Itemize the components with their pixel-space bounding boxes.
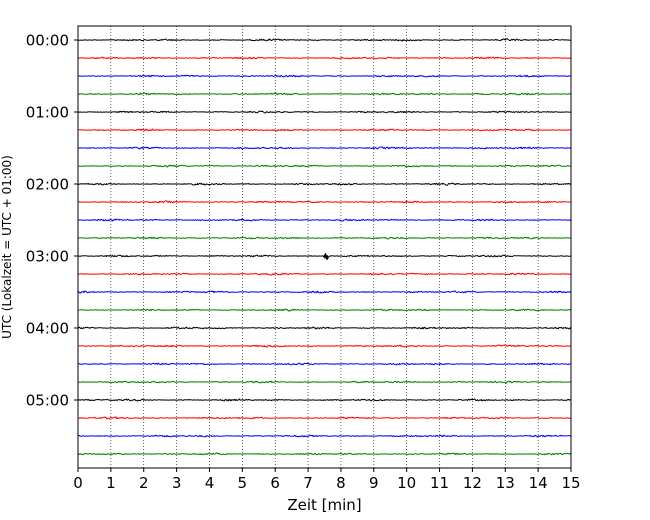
trace-line — [77, 253, 572, 261]
y-axis-label: UTC (Lokalzeit = UTC + 01:00) — [0, 155, 14, 339]
trace-line — [77, 56, 572, 60]
trace-line — [77, 452, 572, 456]
x-tick-label: 12 — [463, 474, 482, 492]
x-tick-label: 4 — [205, 474, 215, 492]
trace-line — [77, 308, 572, 312]
trace-line — [78, 218, 572, 222]
x-tick-label: 1 — [106, 474, 116, 492]
x-tick-label: 15 — [561, 474, 580, 492]
trace-line — [77, 128, 571, 132]
x-axis-ticks: 0 1 2 3 4 5 6 7 8 9 10 11 12 13 14 15 — [73, 468, 581, 492]
x-tick-label: 13 — [496, 474, 515, 492]
trace-line — [77, 164, 572, 168]
y-axis-ticks: 00:00 01:00 02:00 03:00 04:00 05:00 — [26, 32, 78, 410]
trace-line — [77, 290, 572, 294]
trace-line — [77, 236, 572, 240]
trace-line — [77, 344, 572, 348]
grid-lines — [110, 26, 539, 468]
trace-line — [78, 74, 572, 78]
x-tick-label: 8 — [336, 474, 346, 492]
trace-line — [77, 362, 572, 366]
trace-lines — [77, 38, 572, 456]
x-tick-label: 2 — [139, 474, 149, 492]
trace-line — [77, 110, 572, 114]
x-tick-label: 7 — [303, 474, 313, 492]
trace-line — [78, 200, 572, 204]
trace-line — [77, 38, 572, 42]
y-tick-label: 01:00 — [26, 104, 69, 122]
plot-frame — [77, 25, 572, 469]
x-tick-label: 0 — [73, 474, 83, 492]
x-tick-label: 6 — [270, 474, 280, 492]
y-tick-label: 03:00 — [26, 248, 69, 266]
x-axis-label: Zeit [min] — [287, 496, 361, 514]
trace-line — [77, 434, 572, 438]
x-tick-label: 11 — [430, 474, 449, 492]
x-tick-label: 10 — [397, 474, 416, 492]
trace-line — [77, 146, 571, 150]
trace-line — [78, 326, 572, 330]
y-tick-label: 05:00 — [26, 392, 69, 410]
x-tick-label: 14 — [529, 474, 548, 492]
trace-line — [77, 380, 572, 384]
x-tick-label: 3 — [172, 474, 182, 492]
trace-line — [77, 92, 572, 96]
trace-line — [78, 272, 572, 276]
x-tick-label: 9 — [369, 474, 379, 492]
y-tick-label: 02:00 — [26, 176, 69, 194]
y-tick-label: 00:00 — [26, 32, 69, 50]
x-tick-label: 5 — [238, 474, 248, 492]
trace-line — [77, 398, 572, 402]
trace-line — [77, 182, 572, 186]
trace-line — [77, 416, 572, 420]
y-tick-label: 04:00 — [26, 320, 69, 338]
